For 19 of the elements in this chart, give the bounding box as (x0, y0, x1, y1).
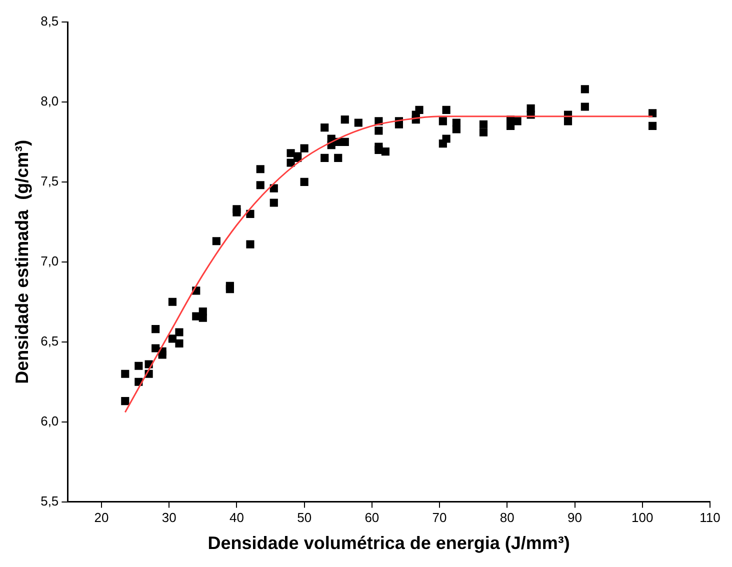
x-tick-label: 60 (364, 510, 380, 526)
x-tick-label: 110 (700, 510, 720, 526)
x-tick-label: 100 (632, 510, 654, 526)
x-tick-label: 90 (568, 510, 582, 526)
x-tick-label: 20 (94, 510, 109, 526)
y-tick-label: 7,5 (40, 174, 59, 189)
x-tick-label: 70 (432, 510, 447, 526)
y-tick-label: 7,0 (40, 253, 59, 268)
y-tick-label: 8,0 (40, 94, 59, 109)
x-axis-title: Densidade volumétrica de energia (J/mm³) (208, 533, 570, 554)
y-tick-label: 6,0 (40, 413, 59, 428)
y-tick-label: 6,5 (40, 333, 59, 348)
x-tick-label: 30 (162, 510, 176, 526)
y-tick-label: 8,5 (40, 14, 59, 29)
x-tick-label: 50 (297, 510, 312, 526)
y-tick-label: 5,5 (40, 493, 59, 508)
y-axis-title: Densidade estimada (g/cm³) (12, 140, 32, 384)
x-tick-label: 80 (500, 510, 514, 526)
x-tick-label: 40 (229, 510, 244, 526)
